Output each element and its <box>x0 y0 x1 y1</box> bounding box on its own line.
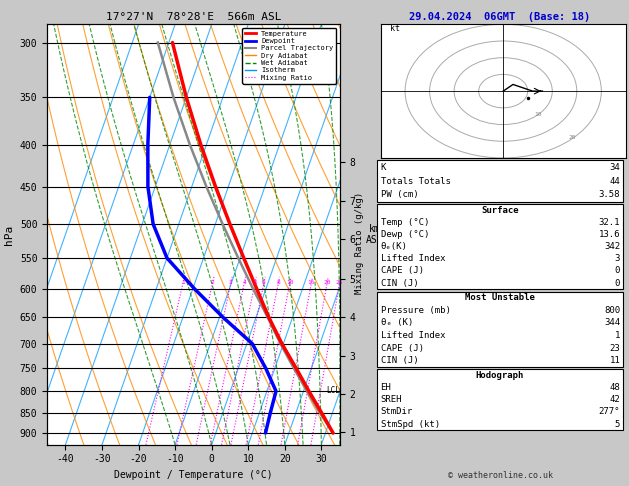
Text: 2: 2 <box>211 280 214 285</box>
Text: Lifted Index: Lifted Index <box>381 254 445 263</box>
Y-axis label: km
ASL: km ASL <box>366 224 384 245</box>
Text: 20: 20 <box>568 136 576 140</box>
Text: CAPE (J): CAPE (J) <box>381 266 423 276</box>
Text: 0: 0 <box>615 266 620 276</box>
Y-axis label: hPa: hPa <box>4 225 14 244</box>
Text: CIN (J): CIN (J) <box>381 356 418 365</box>
Text: CIN (J): CIN (J) <box>381 278 418 288</box>
Text: 0: 0 <box>615 278 620 288</box>
Text: Pressure (mb): Pressure (mb) <box>381 306 450 315</box>
Text: 20: 20 <box>323 280 331 285</box>
Text: EH: EH <box>381 383 391 392</box>
Text: 13.6: 13.6 <box>599 230 620 239</box>
Text: StmDir: StmDir <box>381 407 413 417</box>
Text: Lifted Index: Lifted Index <box>381 331 445 340</box>
Text: 11: 11 <box>610 356 620 365</box>
Text: 3: 3 <box>229 280 233 285</box>
Text: K: K <box>381 163 386 172</box>
Text: 277°: 277° <box>599 407 620 417</box>
Text: θₑ (K): θₑ (K) <box>381 318 413 328</box>
Text: PW (cm): PW (cm) <box>381 191 418 199</box>
Title: 17°27'N  78°28'E  566m ASL: 17°27'N 78°28'E 566m ASL <box>106 12 281 22</box>
Text: 5: 5 <box>615 419 620 429</box>
Text: 4: 4 <box>242 280 246 285</box>
Text: 344: 344 <box>604 318 620 328</box>
Text: 42: 42 <box>610 395 620 404</box>
Text: θₑ(K): θₑ(K) <box>381 242 408 251</box>
Text: Mixing Ratio (g/kg): Mixing Ratio (g/kg) <box>355 192 364 294</box>
Text: 3.58: 3.58 <box>599 191 620 199</box>
Text: StmSpd (kt): StmSpd (kt) <box>381 419 440 429</box>
Text: 6: 6 <box>262 280 266 285</box>
Text: 3: 3 <box>615 254 620 263</box>
Text: SREH: SREH <box>381 395 402 404</box>
Text: CAPE (J): CAPE (J) <box>381 344 423 353</box>
Text: Hodograph: Hodograph <box>476 371 524 380</box>
Text: 8: 8 <box>277 280 280 285</box>
Text: Totals Totals: Totals Totals <box>381 176 450 186</box>
Text: 15: 15 <box>308 280 315 285</box>
Text: 48: 48 <box>610 383 620 392</box>
Text: 1: 1 <box>615 331 620 340</box>
Text: Temp (°C): Temp (°C) <box>381 218 429 227</box>
Text: 5: 5 <box>253 280 257 285</box>
Text: 23: 23 <box>610 344 620 353</box>
X-axis label: Dewpoint / Temperature (°C): Dewpoint / Temperature (°C) <box>114 470 273 480</box>
Text: 10: 10 <box>286 280 294 285</box>
Text: Surface: Surface <box>481 206 519 215</box>
Text: Most Unstable: Most Unstable <box>465 294 535 302</box>
Text: 1: 1 <box>181 280 185 285</box>
Legend: Temperature, Dewpoint, Parcel Trajectory, Dry Adiabat, Wet Adiabat, Isotherm, Mi: Temperature, Dewpoint, Parcel Trajectory… <box>242 28 336 84</box>
Text: 44: 44 <box>610 176 620 186</box>
Text: 342: 342 <box>604 242 620 251</box>
Text: LCL: LCL <box>326 386 340 395</box>
Text: Dewp (°C): Dewp (°C) <box>381 230 429 239</box>
Text: © weatheronline.co.uk: © weatheronline.co.uk <box>448 471 552 480</box>
Text: 29.04.2024  06GMT  (Base: 18): 29.04.2024 06GMT (Base: 18) <box>409 12 591 22</box>
Text: 25: 25 <box>336 280 343 285</box>
Text: 800: 800 <box>604 306 620 315</box>
Text: kt: kt <box>391 24 400 33</box>
Text: 10: 10 <box>534 112 542 117</box>
Text: 32.1: 32.1 <box>599 218 620 227</box>
Text: 34: 34 <box>610 163 620 172</box>
